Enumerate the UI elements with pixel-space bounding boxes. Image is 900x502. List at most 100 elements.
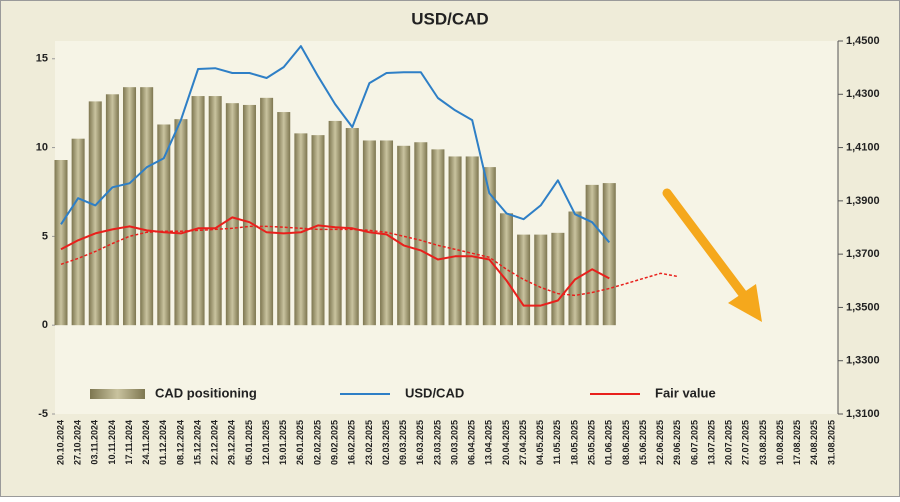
bar <box>105 94 119 326</box>
y-tick-label: 15 <box>36 53 48 65</box>
bar <box>482 167 496 326</box>
plot-area <box>55 41 838 414</box>
bar <box>157 124 171 326</box>
y2-tick-label: 1,3500 <box>846 301 880 313</box>
y-tick-label: 5 <box>42 230 48 242</box>
x-tick-label: 29.12.2024 <box>227 420 237 465</box>
x-tick-label: 18.05.2025 <box>569 420 579 465</box>
arrow-shaft <box>662 188 750 302</box>
x-tick-label: 19.01.2025 <box>278 420 288 465</box>
bar <box>242 104 256 326</box>
x-tick-label: 08.06.2025 <box>621 420 631 465</box>
x-tick-label: 15.12.2024 <box>192 420 202 465</box>
x-tick-label: 11.05.2025 <box>552 420 562 465</box>
x-tick-label: 01.12.2024 <box>158 420 168 465</box>
bar <box>414 142 428 326</box>
x-tick-label: 03.11.2024 <box>90 420 100 465</box>
x-tick-label: 24.11.2024 <box>141 420 151 465</box>
bar <box>568 211 582 326</box>
x-tick-label: 17.08.2025 <box>792 420 802 465</box>
x-tick-label: 20.07.2025 <box>724 420 734 465</box>
bar <box>311 135 325 326</box>
bar <box>602 183 616 326</box>
legend-label: USD/CAD <box>405 385 464 400</box>
x-tick-label: 10.08.2025 <box>775 420 785 465</box>
x-tick-label: 31.08.2025 <box>826 420 836 465</box>
trend-arrow <box>662 188 762 322</box>
bar <box>431 149 445 326</box>
x-tick-label: 12.01.2025 <box>261 420 271 465</box>
x-tick-label: 08.12.2024 <box>175 420 185 465</box>
x-tick-label: 17.11.2024 <box>124 420 134 465</box>
x-tick-label: 06.07.2025 <box>689 420 699 465</box>
bar <box>140 87 154 326</box>
x-tick-label: 09.03.2025 <box>398 420 408 465</box>
bar <box>499 213 513 326</box>
x-tick-label: 23.02.2025 <box>364 420 374 465</box>
x-tick-label: 16.02.2025 <box>347 420 357 465</box>
chart-title: USD/CAD <box>411 9 488 28</box>
y2-tick-label: 1,4500 <box>846 35 880 47</box>
bar <box>294 133 308 326</box>
bar <box>345 128 359 326</box>
x-tick-label: 06.04.2025 <box>467 420 477 465</box>
bar <box>465 156 479 326</box>
bar <box>397 145 411 326</box>
bar <box>191 96 205 326</box>
bar <box>277 112 291 326</box>
y-tick-label: -5 <box>38 408 48 420</box>
bar <box>225 103 239 326</box>
x-tick-label: 13.07.2025 <box>706 420 716 465</box>
dashed-line <box>60 225 678 297</box>
x-tick-label: 13.04.2025 <box>484 420 494 465</box>
x-tick-label: 22.12.2024 <box>210 420 220 465</box>
x-tick-label: 02.02.2025 <box>312 420 322 465</box>
legend-label: CAD positioning <box>155 385 257 400</box>
x-tick-label: 27.07.2025 <box>741 420 751 465</box>
bar <box>534 234 548 326</box>
bar <box>71 138 85 326</box>
y2-tick-label: 1,3900 <box>846 195 880 207</box>
bar <box>260 97 274 326</box>
y2-tick-label: 1,4100 <box>846 141 880 153</box>
y-tick-label: 0 <box>42 319 48 331</box>
line <box>60 45 611 244</box>
bar <box>123 87 137 326</box>
bar <box>551 232 565 326</box>
x-tick-label: 25.05.2025 <box>587 420 597 465</box>
y2-tick-label: 1,4300 <box>846 88 880 100</box>
x-tick-label: 24.08.2025 <box>809 420 819 465</box>
bar <box>208 96 222 326</box>
x-tick-label: 04.05.2025 <box>535 420 545 465</box>
x-tick-label: 20.10.2024 <box>55 420 65 465</box>
bar <box>585 184 599 326</box>
bar <box>88 101 102 326</box>
x-tick-label: 22.06.2025 <box>655 420 665 465</box>
x-tick-label: 01.06.2025 <box>604 420 614 465</box>
x-tick-label: 27.10.2024 <box>73 420 83 465</box>
bar <box>174 119 188 326</box>
x-tick-label: 30.03.2025 <box>449 420 459 465</box>
x-tick-label: 20.04.2025 <box>501 420 511 465</box>
x-tick-label: 29.06.2025 <box>672 420 682 465</box>
bar <box>448 156 462 326</box>
x-tick-label: 15.06.2025 <box>638 420 648 465</box>
line <box>60 216 610 307</box>
x-tick-label: 10.11.2024 <box>107 420 117 465</box>
y2-tick-label: 1,3300 <box>846 355 880 367</box>
y-tick-label: 10 <box>36 141 48 153</box>
bar <box>517 234 531 326</box>
x-tick-label: 23.03.2025 <box>432 420 442 465</box>
x-tick-label: 03.08.2025 <box>758 420 768 465</box>
y2-tick-label: 1,3700 <box>846 248 880 260</box>
x-tick-label: 05.01.2025 <box>244 420 254 465</box>
x-tick-label: 26.01.2025 <box>295 420 305 465</box>
x-tick-label: 02.03.2025 <box>381 420 391 465</box>
legend-label: Fair value <box>655 385 716 400</box>
x-tick-label: 27.04.2025 <box>518 420 528 465</box>
y2-tick-label: 1,3100 <box>846 408 880 420</box>
arrow-head <box>728 284 762 322</box>
legend-swatch <box>90 389 145 399</box>
bar <box>54 160 68 326</box>
